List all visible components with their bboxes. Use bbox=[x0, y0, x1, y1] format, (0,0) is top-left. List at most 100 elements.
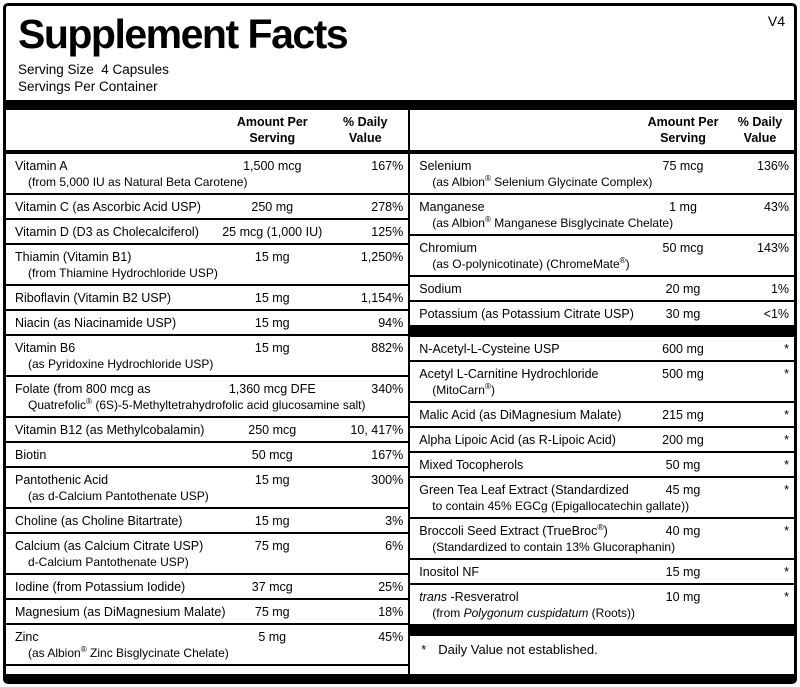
nutrient-row: Folate (from 800 mcg as 1,360 mcg DFE 340%… bbox=[6, 377, 409, 418]
nutrient-amount: 1 mg bbox=[669, 200, 697, 214]
nutrient-name: Vitamin B12 (as Methylcobalamin) bbox=[15, 423, 205, 437]
nutrient-name: Acetyl L-Carnitine Hydrochloride bbox=[419, 367, 599, 381]
nutrient-row: Calcium (as Calcium Citrate USP) 75 mg 6% d… bbox=[6, 534, 409, 575]
daily-value-footnote: * Daily Value not established. bbox=[410, 636, 794, 661]
nutrient-sub-detail: Quatrefolic® (6S)-5-Methyltetrahydrofoli… bbox=[28, 397, 366, 412]
nutrient-daily-value: * bbox=[784, 524, 790, 538]
nutrient-name: Chromium bbox=[419, 241, 477, 255]
nutrient-daily-value: 1,250% bbox=[360, 250, 404, 264]
nutrient-amount: 50 mcg bbox=[251, 448, 293, 462]
nutrient-amount: 15 mg bbox=[254, 514, 290, 528]
header-spacer bbox=[15, 114, 217, 146]
nutrient-sub-detail: (as d-Calcium Pantothenate USP) bbox=[28, 489, 209, 503]
nutrient-daily-value: * bbox=[784, 458, 790, 472]
nutrient-daily-value: * bbox=[784, 367, 790, 381]
nutrient-sub-detail: (MitoCarn®) bbox=[432, 382, 495, 397]
nutrient-amount: 15 mg bbox=[254, 250, 290, 264]
facts-column-left: Amount Per Serving % Daily Value Vitamin… bbox=[6, 110, 411, 674]
nutrient-row: Green Tea Leaf Extract (Standardized 45 m… bbox=[410, 478, 794, 519]
nutrient-row: Acetyl L-Carnitine Hydrochloride 500 mg * (… bbox=[410, 362, 794, 403]
nutrient-daily-value: 278% bbox=[371, 200, 404, 214]
dv-header-line2: Value bbox=[743, 131, 777, 145]
amount-header-line1: Amount Per bbox=[236, 115, 308, 129]
nutrient-rows-right: Selenium 75 mcg 136% (as Albion® Selenium G… bbox=[410, 154, 794, 636]
nutrient-row: Riboflavin (Vitamin B2 USP) 15 mg 1,154% bbox=[6, 286, 409, 311]
nutrient-amount: 50 mcg bbox=[662, 241, 704, 255]
amount-header-line1: Amount Per bbox=[647, 115, 719, 129]
section-divider-bar bbox=[410, 327, 794, 337]
nutrient-amount: 45 mg bbox=[665, 483, 701, 497]
nutrient-row: Selenium 75 mcg 136% (as Albion® Selenium G… bbox=[410, 154, 794, 195]
nutrient-name: Inositol NF bbox=[419, 565, 479, 579]
nutrient-amount: 215 mg bbox=[662, 408, 704, 422]
nutrient-name: Potassium (as Potassium Citrate USP) bbox=[419, 307, 634, 321]
nutrient-name: Vitamin C (as Ascorbic Acid USP) bbox=[15, 200, 201, 214]
nutrient-name: Vitamin A bbox=[15, 159, 68, 173]
nutrient-name: Calcium (as Calcium Citrate USP) bbox=[15, 539, 204, 553]
nutrient-daily-value: 300% bbox=[371, 473, 404, 487]
nutrient-row: trans -Resveratrol 10 mg * (from Polygonum … bbox=[410, 585, 794, 626]
nutrient-daily-value: 136% bbox=[757, 159, 790, 173]
nutrient-row: Niacin (as Niacinamide USP) 15 mg 94% bbox=[6, 311, 409, 336]
nutrient-amount: 40 mg bbox=[665, 524, 701, 538]
nutrient-sub-detail: (from 5,000 IU as Natural Beta Carotene) bbox=[28, 175, 248, 189]
nutrient-name: Thiamin (Vitamin B1) bbox=[15, 250, 132, 264]
nutrient-daily-value: 167% bbox=[371, 448, 404, 462]
nutrient-name: Vitamin D (D3 as Cholecalciferol) bbox=[15, 225, 199, 239]
nutrient-rows-left: Vitamin A 1,500 mcg 167% (from 5,000 IU as … bbox=[6, 154, 409, 666]
nutrient-row: Sodium 20 mg 1% bbox=[410, 277, 794, 302]
facts-column-right: Amount Per Serving % Daily Value Seleniu… bbox=[410, 110, 794, 674]
nutrient-sub-detail: to contain 45% EGCg (Epigallocatechin ga… bbox=[432, 499, 690, 513]
nutrient-daily-value: <1% bbox=[763, 307, 790, 321]
amount-per-serving-header: Amount Per Serving bbox=[217, 114, 327, 146]
nutrient-amount: 600 mg bbox=[662, 342, 704, 356]
nutrient-row: Vitamin B6 15 mg 882% (as Pyridoxine Hydroc… bbox=[6, 336, 409, 377]
footnote-asterisk: * bbox=[421, 642, 427, 657]
nutrient-daily-value: 125% bbox=[371, 225, 404, 239]
nutrient-row: Zinc 5 mg 45% (as Albion® Zinc Bisglycinate… bbox=[6, 625, 409, 666]
nutrient-name: Malic Acid (as DiMagnesium Malate) bbox=[419, 408, 622, 422]
nutrient-row: Pantothenic Acid 15 mg 300% (as d-Calcium P… bbox=[6, 468, 409, 509]
nutrient-daily-value: 340% bbox=[371, 382, 404, 396]
nutrient-amount: 200 mg bbox=[662, 433, 704, 447]
nutrient-daily-value: 43% bbox=[763, 200, 790, 214]
nutrient-sub-detail: (Standardized to contain 13% Glucoraphan… bbox=[432, 540, 676, 554]
nutrient-amount: 15 mg bbox=[665, 565, 701, 579]
nutrient-daily-value: 3% bbox=[385, 514, 404, 528]
nutrient-sub-detail: (as O-polynicotinate) (ChromeMate®) bbox=[432, 256, 630, 271]
nutrient-row: Inositol NF 15 mg * bbox=[410, 560, 794, 585]
column-header-left: Amount Per Serving % Daily Value bbox=[6, 110, 409, 154]
nutrient-row: N-Acetyl-L-Cysteine USP 600 mg * bbox=[410, 337, 794, 362]
servings-per-container-text: Servings Per Container bbox=[18, 79, 158, 94]
nutrient-name: trans -Resveratrol bbox=[419, 590, 519, 604]
nutrient-amount: 30 mg bbox=[665, 307, 701, 321]
nutrient-row: Chromium 50 mcg 143% (as O-polynicotinate) … bbox=[410, 236, 794, 277]
nutrient-row: Mixed Tocopherols 50 mg * bbox=[410, 453, 794, 478]
nutrient-amount: 37 mcg bbox=[251, 580, 293, 594]
nutrient-amount: 20 mg bbox=[665, 282, 701, 296]
amount-header-line2: Serving bbox=[249, 131, 296, 145]
nutrient-name: Zinc bbox=[15, 630, 39, 644]
nutrient-sub-detail: (as Albion® Zinc Bisglycinate Chelate) bbox=[28, 645, 229, 660]
nutrient-row: Vitamin A 1,500 mcg 167% (from 5,000 IU as … bbox=[6, 154, 409, 195]
nutrient-row: Iodine (from Potassium Iodide) 37 mcg 25% bbox=[6, 575, 409, 600]
nutrient-amount: 500 mg bbox=[662, 367, 704, 381]
nutrient-daily-value: 167% bbox=[371, 159, 404, 173]
version-tag: V4 bbox=[767, 13, 785, 29]
nutrient-daily-value: * bbox=[784, 483, 790, 497]
nutrient-name: Choline (as Choline Bitartrate) bbox=[15, 514, 183, 528]
nutrient-row: Thiamin (Vitamin B1) 15 mg 1,250% (from Thi… bbox=[6, 245, 409, 286]
nutrient-daily-value: * bbox=[784, 433, 790, 447]
nutrient-amount: 250 mcg bbox=[248, 423, 297, 437]
nutrient-row: Choline (as Choline Bitartrate) 15 mg 3% bbox=[6, 509, 409, 534]
dv-header-line1: % Daily bbox=[343, 115, 388, 129]
nutrient-name: Pantothenic Acid bbox=[15, 473, 109, 487]
nutrient-sub-detail: d-Calcium Pantothenate USP) bbox=[28, 555, 189, 569]
nutrient-row: Magnesium (as DiMagnesium Malate) 75 mg 18… bbox=[6, 600, 409, 625]
nutrient-daily-value: 1% bbox=[770, 282, 790, 296]
nutrient-name: Riboflavin (Vitamin B2 USP) bbox=[15, 291, 172, 305]
nutrient-row: Vitamin D (D3 as Cholecalciferol) 25 mcg … bbox=[6, 220, 409, 245]
nutrient-row: Vitamin B12 (as Methylcobalamin) 250 mcg 1… bbox=[6, 418, 409, 443]
nutrient-daily-value: 18% bbox=[378, 605, 404, 619]
header-divider-bar bbox=[6, 100, 794, 110]
